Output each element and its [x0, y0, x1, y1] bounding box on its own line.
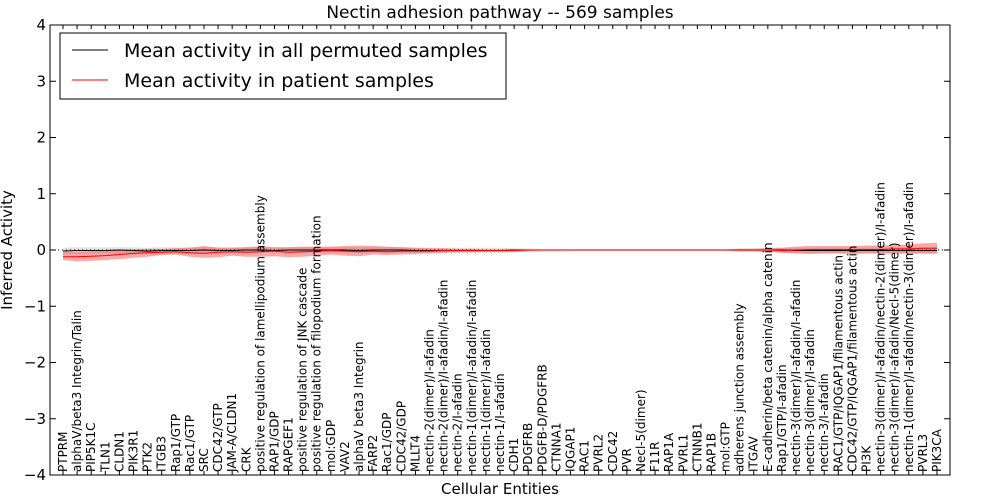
- category-label: F11R: [648, 441, 662, 472]
- category-label: Rap1/GTP/I-afadin: [775, 364, 789, 472]
- category-label: RAP1B: [704, 433, 718, 472]
- y-tick-label: 2: [36, 129, 46, 147]
- category-label: nectin-3(dimer)/I-afadin/Necl-5(dimer): [888, 242, 902, 472]
- category-label: RAPGEF1: [282, 417, 296, 472]
- category-label: ITGB3: [155, 436, 169, 472]
- category-label: IQGAP1: [563, 427, 577, 472]
- category-label: RAC1: [578, 440, 592, 472]
- category-label: nectin-2/I-afadin: [451, 373, 465, 472]
- y-tick-label: 4: [36, 16, 46, 34]
- category-label: nectin-3(dimer)/I-afadin/nectin-2(dimer)…: [874, 182, 888, 472]
- category-label: Necl-5(dimer): [634, 389, 648, 472]
- plot-frame: [49, 24, 951, 476]
- category-label: PDGFRB: [521, 423, 535, 472]
- y-tick-label: −1: [24, 297, 46, 315]
- category-label: PVRL2: [592, 434, 606, 472]
- category-label: alphaV beta3 Integrin: [352, 341, 366, 472]
- series-line-patient: [63, 247, 937, 258]
- category-label: PVRL3: [916, 434, 930, 472]
- category-label: Rac1/GTP: [183, 415, 197, 472]
- chart-title: Nectin adhesion pathway -- 569 samples: [326, 3, 673, 23]
- category-label: Rac1/GDP: [380, 413, 394, 472]
- category-label: Rap1/GTP: [169, 414, 183, 472]
- x-axis-label: Cellular Entities: [441, 480, 559, 498]
- category-label: mol:GTP: [719, 422, 733, 472]
- category-label: CTNNB1: [690, 422, 704, 472]
- category-labels: PTPRM alphaV/beta3 Integrin/Talin PIP5K1C T…: [56, 182, 944, 473]
- category-label: PI3K: [860, 445, 874, 472]
- category-label: CDC42/GTP/IQGAP1/filamentous actin: [845, 246, 859, 472]
- plot-layer: [50, 242, 950, 262]
- y-tick-label: 1: [36, 185, 46, 203]
- category-label: positive regulation of JNK cascade: [296, 268, 310, 472]
- category-label: CDC42/GDP: [394, 401, 408, 472]
- y-tick-label: 0: [36, 241, 46, 259]
- category-label: nectin-3(dimer)/I-afadin/I-afadin: [789, 280, 803, 472]
- category-label: PTK2: [141, 442, 155, 472]
- category-label: nectin-1/I-afadin: [493, 373, 507, 472]
- category-label: nectin-3/I-afadin: [817, 373, 831, 472]
- category-label: PTPRM: [56, 432, 70, 473]
- category-label: E-cadherin/beta catenin/alpha catenin: [761, 242, 775, 472]
- category-label: CLDN1: [112, 431, 126, 472]
- category-label: JAM-A/CLDN1: [225, 393, 239, 473]
- category-label: positive regulation of lamellipodium ass…: [253, 195, 267, 472]
- category-label: PIP5K1C: [84, 422, 98, 472]
- legend-box: [59, 32, 507, 100]
- category-label: MLLT4: [408, 435, 422, 472]
- category-label: PIK3R1: [126, 430, 140, 472]
- category-label: nectin-3(dimer)/I-afadin: [803, 329, 817, 472]
- legend: Mean activity in all permuted samples Me…: [59, 32, 507, 100]
- category-label: nectin-2(dimer)/I-afadin/I-afadin: [437, 280, 451, 472]
- category-label: adherens junction assembly: [733, 303, 747, 472]
- band-patient: [63, 242, 937, 262]
- category-label: PVRL1: [676, 434, 690, 472]
- category-label: RAP1A: [662, 432, 676, 472]
- category-label: VAV2: [338, 441, 352, 472]
- legend-label-permuted: Mean activity in all permuted samples: [124, 40, 487, 62]
- category-label: positive regulation of filopodium format…: [310, 215, 324, 472]
- category-label: alphaV/beta3 Integrin/Talin: [70, 310, 84, 472]
- category-label: TLN1: [98, 441, 112, 473]
- category-label: nectin-1(dimer)/I-afadin/nectin-3(dimer)…: [902, 182, 916, 472]
- category-label: SRC: [197, 448, 211, 472]
- y-tick-label: 3: [36, 72, 46, 90]
- y-tick-label: −3: [24, 410, 46, 428]
- category-label: PIK3CA: [930, 428, 944, 472]
- category-label: PDGFB-D/PDGFRB: [535, 364, 549, 472]
- category-label: PVR: [620, 448, 634, 472]
- category-label: CRK: [239, 446, 253, 472]
- category-label: CTNNA1: [549, 422, 563, 472]
- category-label: nectin-1(dimer)/I-afadin: [479, 329, 493, 472]
- y-tick-label: −2: [24, 354, 46, 372]
- category-label: FARP2: [366, 435, 380, 472]
- category-label: ITGAV: [747, 435, 761, 472]
- y-tick-label: −4: [24, 466, 46, 484]
- y-axis-label: Inferred Activity: [0, 190, 16, 310]
- category-label: CDC42: [606, 431, 620, 472]
- category-label: RAC1/GTP/IQGAP1/filamentous actin: [831, 255, 845, 472]
- category-label: CDC42/GTP: [211, 403, 225, 472]
- category-label: CDH1: [507, 438, 521, 472]
- category-label: nectin-1(dimer)/I-afadin/I-afadin: [465, 280, 479, 472]
- category-label: RAP1/GDP: [267, 411, 281, 472]
- axes-layer: −4 −3 −2 −1 0 1 2 3 4: [24, 16, 950, 484]
- category-label: mol:GDP: [324, 420, 338, 472]
- legend-label-patient: Mean activity in patient samples: [124, 70, 434, 92]
- category-label: nectin-2(dimer)/I-afadin: [423, 329, 437, 472]
